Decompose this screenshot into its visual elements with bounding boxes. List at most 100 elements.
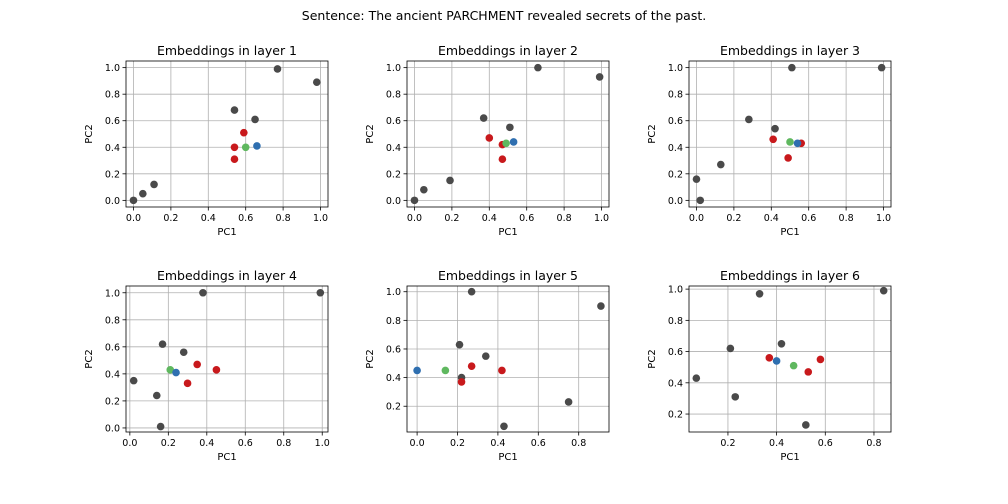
points: [413, 287, 605, 431]
y-axis-label: PC2: [84, 124, 95, 143]
x-tick-label: 0.4: [769, 438, 784, 449]
y-tick-label: 0.2: [386, 169, 401, 180]
x-tick-label: 0.6: [801, 213, 816, 224]
point-green: [786, 138, 794, 146]
point-gray: [152, 391, 161, 400]
scatter-panel-4: 0.0 0.2 0.4 0.6 0.8 1.0 0.0 0.2 0.4 0.6 0.8 1.0 Embe…: [84, 268, 330, 463]
point-gray: [273, 65, 282, 73]
x-tick-label: 0.4: [201, 213, 216, 224]
axes-frame: [688, 60, 892, 208]
y-tick-label: 0.4: [668, 378, 683, 389]
x-tick-label: 0.6: [238, 213, 253, 224]
point-gray: [129, 196, 138, 205]
point-gray: [771, 124, 779, 133]
panel-title: Embeddings in layer 3: [720, 43, 860, 58]
panel-title: Embeddings in layer 2: [438, 43, 578, 58]
y-axis-label: PC2: [365, 349, 376, 368]
point-gray: [410, 196, 419, 205]
point-gray: [150, 180, 158, 189]
ticks: 0.2 0.4 0.6 0.8 0.2 0.4 0.6 0.8 1.0: [668, 285, 882, 449]
x-tick-label: 0.4: [199, 438, 214, 449]
point-gray: [420, 185, 428, 194]
point-gray: [597, 302, 605, 310]
x-tick-label: 0.2: [161, 438, 176, 449]
ticks: 0.0 0.2 0.4 0.6 0.8 1.0 0.0 0.2 0.4 0.6 0.8 1.0: [386, 63, 609, 224]
point-gray: [316, 288, 325, 297]
point-gray: [139, 189, 147, 198]
point-red: [784, 154, 792, 162]
x-axis-label: PC1: [498, 227, 517, 238]
subplot-grid: 0.0 0.2 0.4 0.6 0.8 1.0 0.0 0.2 0.4 0.6 0.8 1.0 Embe…: [84, 43, 892, 463]
x-tick-label: 0.8: [571, 438, 586, 449]
x-tick-label: 0.0: [126, 213, 141, 224]
y-tick-label: 0.6: [105, 342, 120, 353]
point-gray: [692, 175, 701, 183]
point-gray: [696, 196, 705, 205]
y-tick-label: 0.6: [668, 116, 683, 127]
axes-frame: [406, 60, 610, 208]
point-gray: [745, 115, 753, 124]
y-axis-label: PC2: [647, 124, 658, 143]
ticks: 0.0 0.2 0.4 0.6 0.8 1.0 0.0 0.2 0.4 0.6 0.8 1.0: [668, 63, 891, 224]
y-tick-label: 0.8: [386, 316, 401, 327]
point-gray: [716, 160, 725, 169]
y-tick-label: 0.4: [105, 143, 120, 154]
grid: [126, 61, 328, 207]
y-tick-label: 0.8: [668, 90, 683, 101]
grid: [407, 286, 609, 432]
point-gray: [481, 352, 490, 360]
x-axis-label: PC1: [780, 227, 799, 238]
grid: [689, 286, 891, 432]
x-tick-label: 0.6: [238, 438, 253, 449]
y-axis-label: PC2: [365, 124, 376, 143]
y-tick-label: 1.0: [386, 287, 401, 298]
x-tick-label: 1.0: [315, 438, 330, 449]
point-red: [804, 368, 813, 376]
y-tick-label: 0.2: [386, 402, 401, 413]
y-tick-label: 0.2: [105, 396, 120, 407]
x-tick-label: 1.0: [876, 213, 891, 224]
y-tick-label: 0.6: [386, 116, 401, 127]
y-tick-label: 0.2: [105, 169, 120, 180]
y-tick-label: 0.4: [386, 143, 401, 154]
point-gray: [692, 374, 701, 382]
x-tick-label: 0.2: [726, 213, 741, 224]
point-blue: [413, 366, 421, 375]
point-green: [441, 366, 450, 375]
y-tick-label: 1.0: [105, 288, 120, 299]
y-tick-label: 0.4: [386, 373, 401, 384]
x-axis-label: PC1: [498, 452, 517, 463]
x-tick-label: 0.8: [866, 438, 881, 449]
y-tick-label: 0.8: [105, 315, 120, 326]
point-red: [467, 362, 476, 370]
point-gray: [877, 63, 886, 72]
y-tick-label: 0.4: [668, 143, 683, 154]
point-gray: [479, 114, 488, 122]
point-blue: [793, 139, 802, 148]
x-tick-label: 1.0: [313, 213, 328, 224]
point-red: [240, 128, 248, 137]
points: [692, 63, 886, 205]
point-gray: [802, 421, 810, 429]
axes-frame: [125, 285, 329, 433]
point-gray: [446, 176, 454, 185]
point-gray: [251, 115, 259, 124]
point-gray: [788, 63, 796, 72]
point-gray: [755, 290, 764, 298]
axes-frame: [406, 285, 610, 433]
point-gray: [156, 422, 165, 431]
scatter-panel-1: 0.0 0.2 0.4 0.6 0.8 1.0 0.0 0.2 0.4 0.6 0.8 1.0 Embe…: [84, 43, 329, 238]
point-gray: [564, 398, 573, 406]
y-tick-label: 0.2: [668, 169, 683, 180]
point-gray: [179, 348, 188, 357]
point-green: [789, 361, 798, 370]
point-red: [457, 378, 466, 386]
point-gray: [777, 339, 786, 348]
x-tick-label: 0.8: [557, 213, 572, 224]
x-axis-label: PC1: [217, 452, 236, 463]
points: [129, 288, 325, 431]
point-blue: [772, 357, 781, 365]
ticks: 0.0 0.2 0.4 0.6 0.8 1.0 0.0 0.2 0.4 0.6 0.8 1.0: [105, 288, 330, 449]
point-green: [502, 139, 510, 148]
